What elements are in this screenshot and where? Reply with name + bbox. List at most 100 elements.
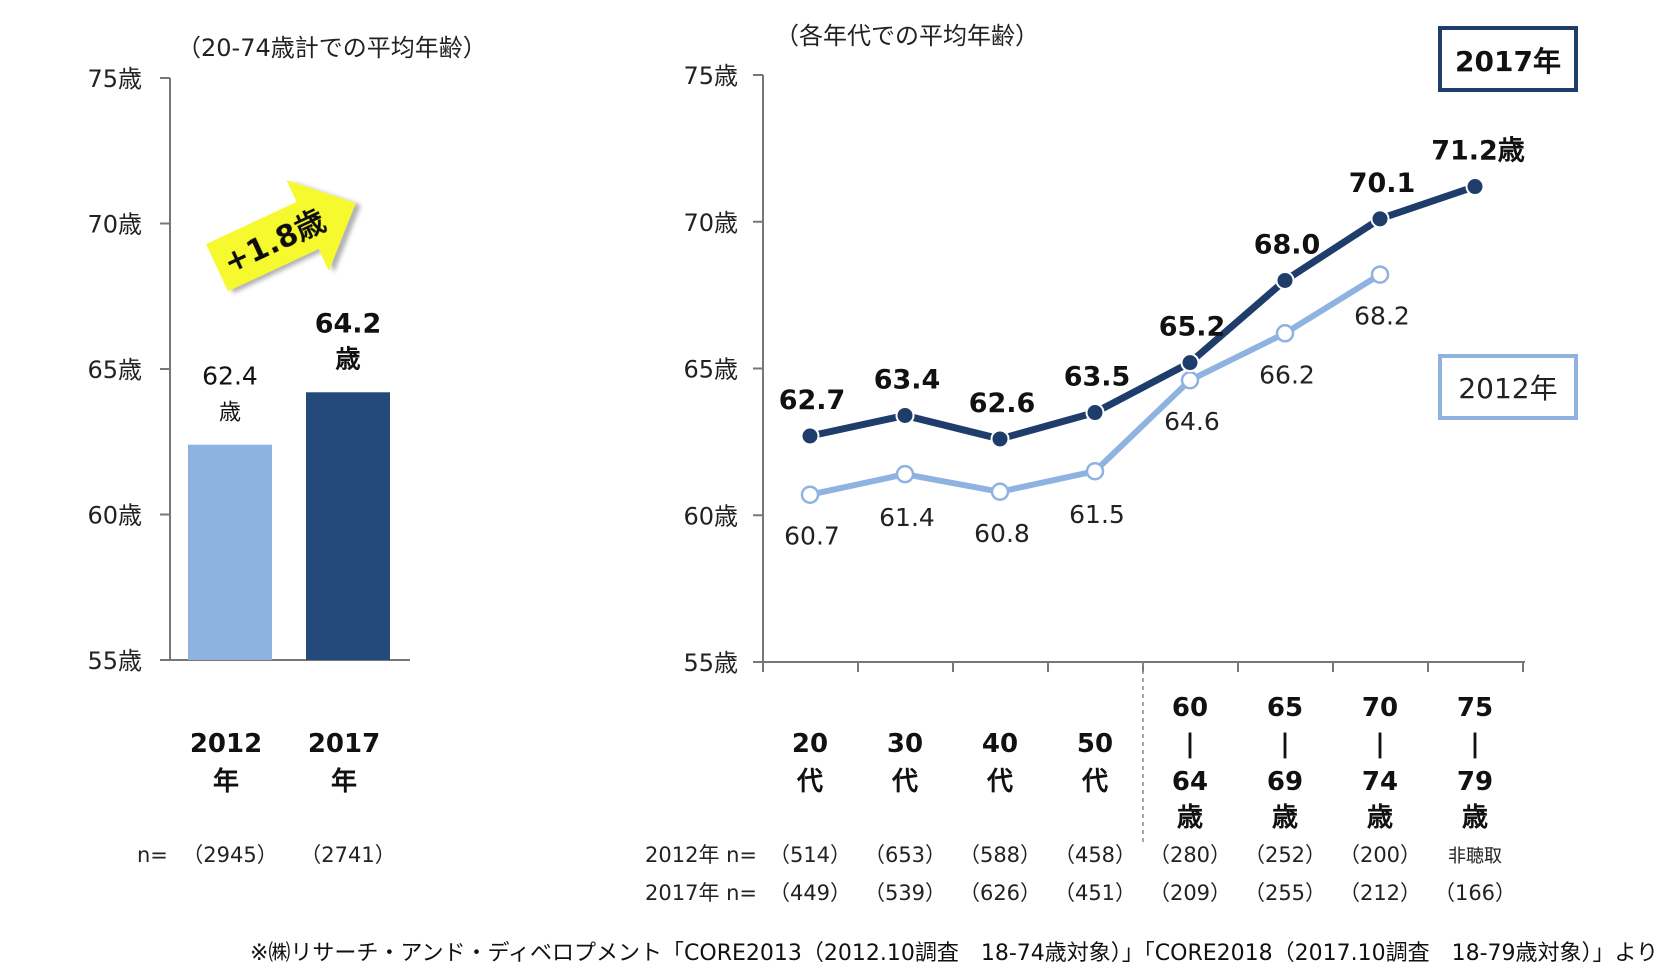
legend-label-2012: 2012年 <box>1458 372 1557 405</box>
point-2017 <box>1180 353 1200 373</box>
x-category-label-part: 74 <box>1362 767 1398 797</box>
data-label-2012: 60.7 <box>784 522 840 551</box>
point-2017 <box>800 426 820 446</box>
point-2012 <box>1370 265 1390 284</box>
x-category-label: 40 <box>982 729 1018 759</box>
n-count: （588） <box>959 843 1041 867</box>
data-label-2017: 68.0 <box>1254 229 1321 260</box>
x-category-label-line2: 代 <box>796 767 823 797</box>
legend-box-2012 <box>1438 354 1578 420</box>
left-chart-subtitle: （20-74歳計での平均年齢） <box>177 34 487 62</box>
left-y-tick-label: 75歳 <box>87 65 142 93</box>
data-label-2017: 62.6 <box>969 388 1036 419</box>
data-label-2012: 61.4 <box>879 503 935 532</box>
data-label-2017: 63.4 <box>874 364 941 395</box>
n-count: （200） <box>1339 843 1421 867</box>
x-category-label-part: 70 <box>1362 693 1398 723</box>
n-count: （212） <box>1339 881 1421 905</box>
x-category-label: 20 <box>792 729 828 759</box>
x-category-label: 2017 <box>308 729 380 759</box>
data-label-2012: 60.8 <box>974 519 1030 548</box>
point-2017 <box>990 429 1010 449</box>
data-label-2017: 62.7 <box>779 385 846 416</box>
point-2017 <box>1275 270 1295 290</box>
n-count: （255） <box>1244 881 1326 905</box>
point-2012 <box>1085 461 1105 481</box>
left-y-tick-label: 70歳 <box>87 211 142 239</box>
data-label-2012: 64.6 <box>1164 407 1220 436</box>
right-y-tick-label: 55歳 <box>683 649 738 677</box>
n-count: （449） <box>769 881 851 905</box>
bar-value-label: 62.4 <box>202 362 258 391</box>
n-row-label: 2017年 n= <box>645 881 757 905</box>
right-line-chart: （各年代での平均年齢）75歳70歳65歳60歳55歳20代30代40代50代60… <box>645 22 1578 905</box>
n-count: （280） <box>1149 843 1231 867</box>
x-category-label-part: | <box>1470 729 1480 759</box>
n-row-label: 2012年 n= <box>645 843 757 867</box>
point-2012 <box>1275 324 1295 343</box>
x-category-label-line2: 年 <box>331 766 357 797</box>
x-category-label-part: | <box>1185 729 1195 759</box>
data-label-2012: 61.5 <box>1069 500 1125 529</box>
x-category-label-part: | <box>1375 729 1385 759</box>
point-2017 <box>1370 209 1390 229</box>
point-2017 <box>1465 177 1485 197</box>
x-category-label-line2: 年 <box>213 766 239 797</box>
x-category-label-line2: 代 <box>891 767 918 797</box>
x-category-label-part: 69 <box>1267 767 1303 797</box>
n-count: （514） <box>769 843 851 867</box>
data-label-2012: 68.2 <box>1354 302 1410 331</box>
n-count: （209） <box>1149 881 1231 905</box>
series-line-2017 <box>809 183 1477 443</box>
right-chart-subtitle: （各年代での平均年齢） <box>775 22 1039 50</box>
left-bar-chart: （20-74歳計での平均年齢） 75歳 70歳 65歳 60歳 55歳 62.4 歳 2012 年… <box>87 34 486 867</box>
n-count: （458） <box>1054 843 1136 867</box>
x-category-label-part: 60 <box>1172 693 1208 723</box>
point-2012 <box>895 464 915 484</box>
data-label-2017: 65.2 <box>1159 312 1226 343</box>
bar-2017 <box>306 392 390 660</box>
x-category-label: 30 <box>887 729 923 759</box>
bar-2012 <box>188 444 272 660</box>
data-label-2017: 70.1 <box>1349 168 1416 199</box>
left-y-tick-label: 60歳 <box>87 502 142 530</box>
legend-label-2017: 2017年 <box>1455 45 1561 78</box>
x-category-label-part: 75 <box>1457 693 1493 723</box>
footnote: ※㈱リサーチ・アンド・ディベロプメント「CORE2013（2012.10調査 1… <box>250 941 1659 966</box>
n-count: （166） <box>1434 881 1516 905</box>
right-y-tick-label: 70歳 <box>683 209 738 237</box>
n-count: （451） <box>1054 881 1136 905</box>
n-count: （2741） <box>300 843 395 867</box>
n-count: 非聴取 <box>1448 846 1502 867</box>
left-y-tick-label: 55歳 <box>87 647 142 675</box>
increase-arrow: +1.8歳 <box>206 180 356 292</box>
right-y-tick-label: 60歳 <box>683 502 738 530</box>
x-category-label-part: 歳 <box>1272 803 1298 833</box>
n-count: （252） <box>1244 843 1326 867</box>
n-label: n= <box>137 843 168 867</box>
x-category-label-line2: 代 <box>1081 767 1108 797</box>
legend-box-2017 <box>1438 26 1578 92</box>
data-label-2017: 71.2歳 <box>1431 136 1525 167</box>
x-category-label-part: 65 <box>1267 693 1303 723</box>
point-2017 <box>1085 403 1105 423</box>
x-category-label-part: 79 <box>1457 767 1493 797</box>
n-count: （653） <box>864 843 946 867</box>
point-2012 <box>990 482 1010 502</box>
x-category-label: 2012 <box>190 729 262 759</box>
point-2012 <box>1180 370 1200 390</box>
x-category-label-part: 歳 <box>1367 803 1393 833</box>
data-label-2017: 63.5 <box>1064 362 1131 393</box>
bar-value-unit-label: 歳 <box>219 401 241 426</box>
bar-value-label: 64.2 <box>315 308 382 339</box>
data-label-2012: 66.2 <box>1259 360 1315 389</box>
left-y-tick-label: 65歳 <box>87 356 142 384</box>
x-category-label-part: 歳 <box>1462 803 1488 833</box>
right-y-tick-label: 65歳 <box>683 356 738 384</box>
x-category-label-part: 64 <box>1172 767 1208 797</box>
x-category-label: 50 <box>1077 729 1113 759</box>
n-count: （626） <box>959 881 1041 905</box>
right-y-tick-label: 75歳 <box>683 62 738 90</box>
n-count: （539） <box>864 881 946 905</box>
arrow-shape <box>206 180 356 292</box>
